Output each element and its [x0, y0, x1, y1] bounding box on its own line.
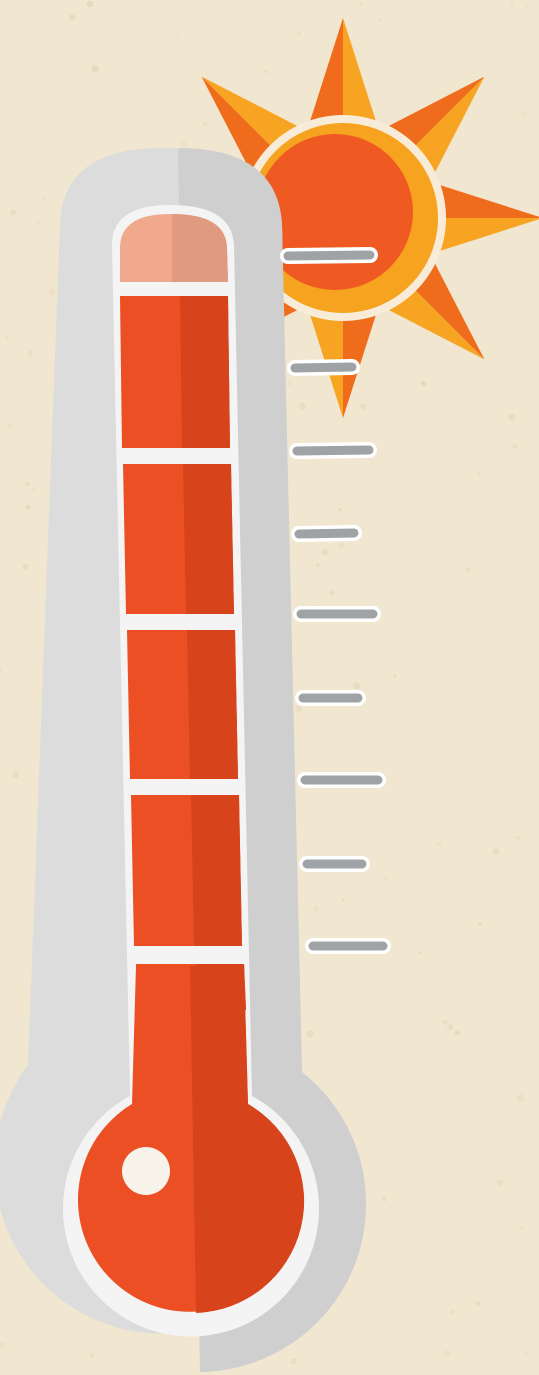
paper-speck [436, 842, 442, 848]
paper-speck [25, 481, 30, 486]
mercury-segment-shade [187, 630, 238, 779]
paper-speck [313, 906, 319, 912]
paper-speck [526, 5, 529, 9]
paper-speck [48, 288, 56, 296]
paper-speck [315, 563, 320, 567]
sun-ray [304, 18, 343, 139]
paper-speck [5, 335, 9, 339]
sun-ray [343, 18, 382, 139]
paper-speck [36, 220, 40, 224]
paper-speck [443, 1350, 451, 1357]
paper-speck [287, 381, 292, 386]
paper-speck [520, 110, 528, 118]
paper-speck [177, 36, 180, 39]
paper-speck [477, 472, 481, 476]
paper-speck [516, 706, 519, 709]
paper-speck [180, 141, 187, 148]
paper-speck [296, 31, 301, 36]
sun-ray [304, 297, 343, 418]
paper-speck [508, 413, 516, 421]
paper-speck [378, 18, 382, 22]
paper-speck [337, 507, 342, 512]
scale-tick [290, 362, 357, 373]
paper-speck [0, 667, 3, 673]
paper-speck [510, 0, 514, 5]
paper-speck [512, 444, 518, 450]
paper-speck [28, 350, 34, 356]
paper-speck [0, 1342, 5, 1349]
bulb-highlight [122, 1147, 170, 1195]
paper-speck [68, 14, 76, 21]
paper-speck [496, 1179, 503, 1187]
scale-ticks [280, 247, 391, 954]
paper-speck [478, 921, 483, 927]
paper-speck [91, 65, 99, 73]
paper-speck [351, 9, 354, 12]
paper-speck [393, 674, 397, 679]
paper-speck [42, 196, 46, 200]
paper-speck [338, 541, 345, 549]
paper-speck [382, 1197, 387, 1202]
paper-speck [299, 402, 306, 410]
mercury-segment-shade [180, 296, 230, 448]
paper-speck [7, 423, 14, 429]
paper-speck [465, 567, 470, 572]
paper-speck [295, 705, 303, 713]
paper-speck [384, 877, 389, 881]
paper-speck [157, 1372, 160, 1374]
paper-speck [480, 780, 484, 783]
scale-tick [283, 250, 375, 261]
paper-speck [290, 1358, 297, 1365]
mercury-segment-shade [191, 795, 242, 946]
paper-speck [475, 1301, 481, 1306]
paper-speck [353, 682, 361, 690]
paper-speck [524, 1350, 529, 1355]
paper-speck [492, 848, 500, 855]
paper-speck [442, 1019, 448, 1025]
empty-cap-shade [172, 214, 228, 282]
paper-speck [359, 403, 367, 411]
paper-speck [86, 0, 94, 8]
paper-speck [202, 121, 208, 127]
paper-speck [10, 209, 17, 216]
paper-speck [454, 1030, 460, 1036]
paper-speck [447, 1024, 454, 1031]
paper-speck [22, 563, 29, 570]
thermometer-icon [0, 148, 367, 1372]
paper-speck [389, 438, 392, 441]
paper-speck [32, 487, 37, 491]
paper-speck [12, 772, 19, 779]
paper-speck [329, 590, 334, 596]
mercury-segments [120, 296, 246, 1010]
paper-speck [431, 565, 434, 568]
paper-speck [516, 1094, 525, 1102]
scale-tick [294, 528, 359, 539]
thermometer-bulb [78, 966, 305, 1313]
paper-speck [418, 951, 423, 955]
paper-speck [450, 1309, 456, 1314]
sun-ray [422, 218, 539, 257]
paper-speck [359, 2, 363, 6]
paper-speck [520, 1226, 524, 1231]
paper-speck [516, 835, 521, 840]
paper-speck [264, 69, 269, 74]
paper-speck [321, 549, 329, 556]
scale-tick [292, 445, 374, 456]
bulb-shade [190, 966, 305, 1313]
paper-speck [89, 1352, 95, 1358]
sun-ray [422, 179, 539, 218]
tube-empty-cap [120, 214, 228, 282]
paper-speck [89, 50, 93, 53]
paper-speck [341, 898, 345, 903]
paper-speck [25, 505, 31, 510]
sun-ray [343, 297, 382, 418]
paper-speck [306, 1030, 314, 1038]
mercury-segment-shade [183, 464, 234, 614]
paper-speck [420, 380, 427, 387]
